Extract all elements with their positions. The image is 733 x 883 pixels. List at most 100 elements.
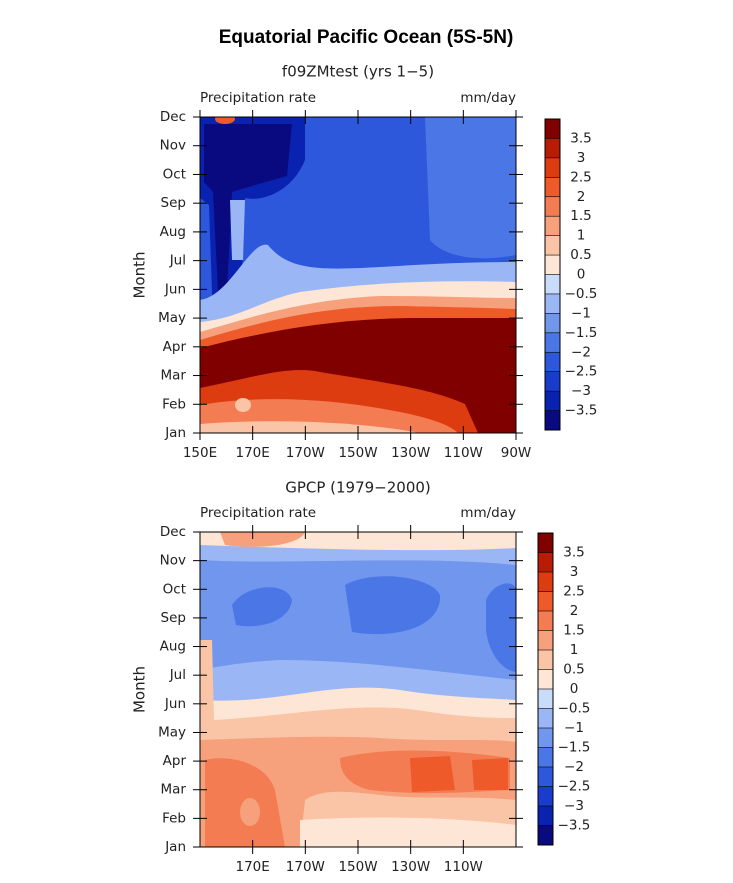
colorbar-box xyxy=(545,157,560,178)
x-tick-label: 170W xyxy=(286,859,325,875)
y-axis-label: Month xyxy=(131,251,149,298)
colorbar-label: −1 xyxy=(571,305,591,321)
contour-region xyxy=(220,532,305,547)
colorbar-label: −2 xyxy=(571,344,591,360)
colorbar-label: −2 xyxy=(564,759,584,775)
contour-region xyxy=(300,817,516,847)
contour-region xyxy=(305,140,412,229)
y-tick-label: Jun xyxy=(164,281,186,297)
y-tick-label: Aug xyxy=(160,639,186,655)
colorbar-box xyxy=(545,391,560,411)
contour-region xyxy=(240,798,260,826)
x-tick-label: 170E xyxy=(236,445,270,461)
contour-region xyxy=(410,756,455,792)
colorbar-label: −3 xyxy=(571,383,591,399)
colorbar-box xyxy=(545,352,560,372)
x-tick-label: 150W xyxy=(338,445,377,461)
x-tick-label: 150E xyxy=(183,445,217,461)
colorbar-box xyxy=(538,747,553,767)
contour-region xyxy=(232,587,292,627)
contour-field xyxy=(200,532,516,847)
colorbar-box xyxy=(538,786,553,806)
colorbar-box xyxy=(538,533,553,553)
y-tick-label: May xyxy=(158,724,186,740)
y-tick-label: Apr xyxy=(163,753,187,769)
colorbar-box xyxy=(538,552,553,572)
y-tick-label: Mar xyxy=(161,368,187,384)
colorbar-box xyxy=(545,119,560,139)
y-tick-label: Dec xyxy=(160,109,186,125)
colorbar-label: −1 xyxy=(564,720,584,736)
contour-region xyxy=(345,576,441,635)
x-tick-label: 170E xyxy=(236,859,270,875)
colorbar-label: −0.5 xyxy=(558,701,591,717)
colorbar-label: 2.5 xyxy=(570,169,591,185)
colorbar-box xyxy=(545,293,560,314)
colorbar-box xyxy=(545,313,560,333)
contour-region xyxy=(204,124,292,292)
contour-region xyxy=(235,398,251,412)
y-tick-label: Dec xyxy=(160,524,186,540)
colorbar-label: −3.5 xyxy=(565,403,598,419)
y-axis-label: Month xyxy=(131,666,149,713)
colorbar-label: 3.5 xyxy=(563,545,584,561)
colorbar-box xyxy=(545,371,560,392)
colorbar-label: 2 xyxy=(577,189,586,205)
colorbar-label: 1 xyxy=(577,228,586,244)
colorbar-box xyxy=(538,825,553,845)
x-tick-label: 90W xyxy=(501,445,532,461)
colorbar-box xyxy=(545,274,560,294)
colorbar-box xyxy=(538,591,553,611)
x-tick-label: 130W xyxy=(391,859,430,875)
y-tick-label: Feb xyxy=(162,810,186,826)
colorbar-box xyxy=(545,235,560,256)
panel-title: GPCP (1979−2000) xyxy=(285,479,431,497)
colorbar-label: 3.5 xyxy=(570,130,591,146)
colorbar-box xyxy=(545,410,560,430)
colorbar-label: 3 xyxy=(570,564,579,580)
y-tick-label: Sep xyxy=(161,610,186,626)
contour-region xyxy=(425,117,516,259)
y-tick-label: Apr xyxy=(163,339,187,355)
colorbar-box xyxy=(545,177,560,197)
colorbar-box xyxy=(538,650,553,670)
y-tick-label: Jan xyxy=(164,839,186,855)
x-tick-label: 170W xyxy=(286,445,325,461)
y-tick-label: Nov xyxy=(160,138,186,154)
contour-region xyxy=(200,421,420,433)
colorbar-label: −1.5 xyxy=(558,740,591,756)
x-tick-label: 110W xyxy=(444,445,483,461)
contour-region xyxy=(230,200,245,260)
colorbar-label: 1.5 xyxy=(570,208,591,224)
colorbar-box xyxy=(538,572,553,592)
colorbar-box xyxy=(545,138,560,158)
y-tick-label: Oct xyxy=(163,581,186,597)
y-tick-label: Nov xyxy=(160,553,186,569)
colorbar-label: −3.5 xyxy=(558,818,591,834)
colorbar-box xyxy=(538,630,553,650)
colorbar-box xyxy=(538,708,553,728)
colorbar-box xyxy=(538,728,553,748)
y-tick-label: Oct xyxy=(163,166,186,182)
colorbar-box xyxy=(545,332,560,353)
y-tick-label: Jun xyxy=(164,696,186,712)
colorbar-box xyxy=(538,611,553,631)
colorbar-label: 1.5 xyxy=(563,623,584,639)
colorbar-label: 0 xyxy=(570,681,579,697)
colorbar-label: 0 xyxy=(577,267,586,283)
figure-title: Equatorial Pacific Ocean (5S-5N) xyxy=(219,27,514,48)
colorbar-box xyxy=(538,806,553,826)
contour-region xyxy=(486,583,516,672)
colorbar-label: 2.5 xyxy=(563,584,584,600)
right-label: mm/day xyxy=(460,90,516,106)
x-tick-label: 110W xyxy=(444,859,483,875)
y-tick-label: May xyxy=(158,310,186,326)
x-tick-label: 150W xyxy=(338,859,377,875)
x-tick-label: 130W xyxy=(391,445,430,461)
y-tick-label: Feb xyxy=(162,396,186,412)
colorbar-box xyxy=(538,767,553,787)
y-tick-label: Sep xyxy=(161,195,186,211)
y-tick-label: Mar xyxy=(161,782,187,798)
y-tick-label: Aug xyxy=(160,224,186,240)
colorbar-label: −1.5 xyxy=(565,325,598,341)
